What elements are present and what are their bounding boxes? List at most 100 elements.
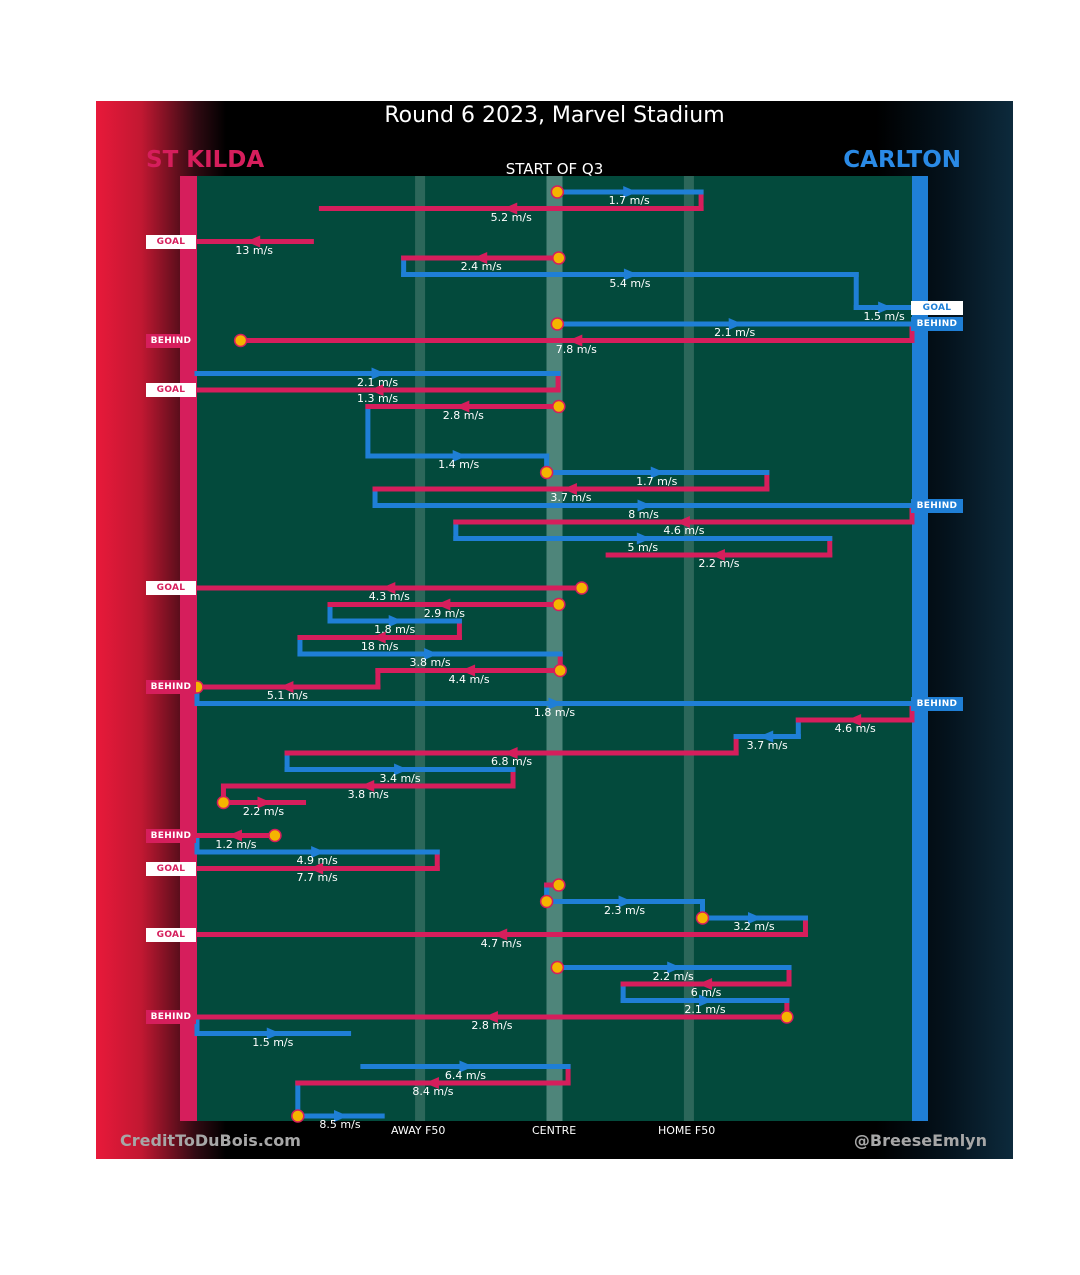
chain-start-marker [553,663,567,678]
chain-arrow [369,384,384,396]
chain-arrow [388,615,403,627]
period-label: START OF Q3 [505,160,604,178]
speed-label: 5.4 m/s [609,276,651,290]
speed-label: 2.1 m/s [684,1002,726,1016]
chain-arrow [311,846,326,858]
chain-arrow [493,928,508,941]
home-f50-line [683,176,694,1121]
speed-label: 5.1 m/s [266,689,309,702]
chain-start-marker [216,795,231,810]
chain-start-marker [550,960,565,975]
chain-arrow [473,252,488,264]
speed-label: 8.5 m/s [319,1118,361,1131]
speed-label: 1.2 m/s [215,837,257,851]
chain-arrow [667,961,682,974]
chain-arrow [360,780,375,792]
behind-tag: BEHIND [146,1010,196,1024]
home-team-label: ST KILDA [146,147,265,173]
goal-tag: GOAL [911,300,963,315]
chart-title: Round 6 2023, Marvel Stadium [384,103,725,128]
chain-arrow [675,516,690,528]
chain-arrow [309,862,324,875]
speed-label: 1.5 m/s [863,309,905,323]
chain-arrow [503,202,518,215]
chain-start-marker [552,597,566,612]
chain-start-marker [550,317,565,331]
speed-label: 3.4 m/s [379,771,421,785]
speed-label: 5.2 m/s [490,210,532,224]
chain-arrow [710,549,725,561]
behind-tag: BEHIND [146,333,196,348]
chain-arrow [461,664,476,677]
behind-tag: BEHIND [146,680,196,694]
chain-arrow [452,450,467,462]
chain-start-marker [780,1010,794,1024]
chain-arrow [503,747,518,759]
speed-label: 4.4 m/s [448,672,490,686]
chain-arrow [424,648,439,660]
speed-label: 13 m/s [235,243,274,257]
speed-label: 18 m/s [360,639,399,653]
chain-start-marker [539,894,554,909]
chain-arrow [636,532,651,545]
speed-label: 2.2 m/s [652,969,694,983]
speed-label: 1.7 m/s [636,474,678,488]
chain-arrow [618,895,633,908]
chain-arrow [381,582,396,594]
behind-tag: BEHIND [911,317,963,331]
speed-label: 6.4 m/s [444,1068,487,1082]
credit-right: @BreeseEmlyn [853,1131,987,1150]
chain-arrow [623,268,638,281]
chain-start-marker [574,581,589,595]
speed-label: 6 m/s [690,986,722,999]
goal-tag: GOAL [146,581,196,595]
chain-arrow [747,912,762,924]
speed-label: 4.6 m/s [663,524,705,537]
speed-label: 7.8 m/s [555,342,597,356]
speed-label: 6.8 m/s [491,755,533,768]
chain-arrow [483,1011,498,1023]
speed-label: 2.1 m/s [714,326,756,339]
chain-arrow [279,681,294,693]
speed-label: 1.3 m/s [356,392,399,405]
speed-label: 4.3 m/s [368,590,410,603]
chain-arrow [562,483,577,495]
speed-label: 1.4 m/s [438,458,480,471]
speed-label: 4.6 m/s [834,722,876,735]
chain-start-marker [291,1109,305,1123]
speed-label: 2.9 m/s [423,606,465,620]
chain-arrow [637,499,652,512]
chain-arrow [334,1110,348,1122]
goal-tag: GOAL [146,234,196,249]
speed-label: 2.8 m/s [471,1019,513,1032]
speed-label: 4.7 m/s [480,936,522,950]
speed-label: 3.8 m/s [347,788,389,801]
chain-arrow [436,598,451,611]
home-f50-label: HOME F50 [658,1124,716,1137]
home-goal-bar [180,176,197,1121]
chain-arrow [698,978,713,990]
chain-arrow [699,994,714,1007]
chain-arrow [759,730,774,743]
chain-arrow [257,796,272,809]
speed-label: 1.5 m/s [252,1035,294,1049]
chain-arrow [878,301,893,314]
speed-label: 2.2 m/s [242,804,285,818]
speed-label: 3.2 m/s [733,920,775,933]
chain-arrow [227,829,242,842]
chain-arrow [459,1060,474,1073]
goal-tag: GOAL [146,927,196,942]
centre-label: CENTRE [532,1124,577,1137]
chain-arrow [371,631,386,644]
away-f50-line [415,176,426,1121]
chain-arrow [371,367,386,380]
speed-label: 1.7 m/s [608,194,650,207]
speed-label: 1.8 m/s [533,705,576,719]
chart-frame: Round 6 2023, Marvel Stadium ST KILDA CA… [96,101,1013,1159]
away-goal-bar [912,176,928,1121]
chain-arrow [623,186,638,198]
goal-tag: GOAL [146,383,196,397]
speed-label: 2.8 m/s [442,408,484,422]
chain-arrow [266,1027,281,1040]
centre-band [546,176,563,1121]
